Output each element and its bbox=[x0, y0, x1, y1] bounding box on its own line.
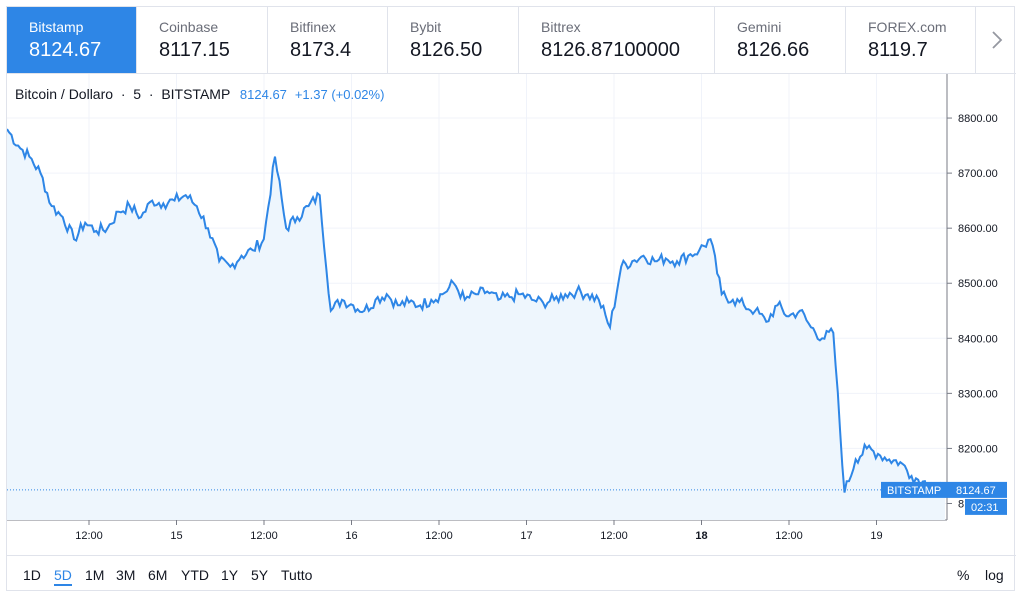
tab-bitfinex[interactable]: Bitfinex 8173.4 bbox=[268, 7, 388, 73]
y-tick-label: 8800.00 bbox=[958, 113, 998, 125]
series-area bbox=[7, 129, 945, 520]
y-tick-label: 8400.00 bbox=[958, 333, 998, 345]
range-ytd[interactable]: YTD bbox=[181, 567, 209, 583]
legend-last-price: 8124.67 bbox=[239, 87, 287, 102]
tab-price: 8126.87100000 bbox=[541, 39, 681, 61]
x-tick-label: 18 bbox=[695, 530, 707, 542]
series-line bbox=[7, 128, 946, 493]
range-5d[interactable]: 5D bbox=[54, 567, 72, 586]
x-tick-label: 12:00 bbox=[250, 530, 278, 542]
tab-price: 8124.67 bbox=[29, 39, 102, 61]
y-tick-label: 8700.00 bbox=[958, 168, 998, 180]
range-3m[interactable]: 3M bbox=[116, 567, 136, 583]
exchange-name: BITSTAMP bbox=[161, 86, 231, 102]
x-tick-label: 12:00 bbox=[425, 530, 453, 542]
tab-price: 8126.66 bbox=[737, 39, 810, 61]
legend-change: +1.37 (+0.02%) bbox=[294, 87, 385, 102]
bottom-toolbar: 1D 5D 1M 3M 6M YTD 1Y 5Y Tutto % log bbox=[7, 555, 1016, 592]
tab-name: Gemini bbox=[737, 19, 782, 35]
tab-name: Bitfinex bbox=[290, 19, 336, 35]
x-tick-label: 15 bbox=[170, 530, 182, 542]
tab-price: 8119.7 bbox=[868, 39, 928, 61]
tab-bybit[interactable]: Bybit 8126.50 bbox=[388, 7, 519, 73]
range-6m[interactable]: 6M bbox=[148, 567, 168, 583]
price-label-bg bbox=[881, 481, 1007, 498]
tab-name: Bitstamp bbox=[29, 19, 84, 35]
x-tick-label: 12:00 bbox=[600, 530, 628, 542]
range-5y[interactable]: 5Y bbox=[251, 567, 269, 583]
chart-legend: Bitcoin / Dollaro · 5 · BITSTAMP 8124.67… bbox=[15, 86, 385, 102]
tab-bitstamp[interactable]: Bitstamp 8124.67 bbox=[7, 7, 137, 73]
tab-coinbase[interactable]: Coinbase 8117.15 bbox=[137, 7, 268, 73]
x-tick-label: 17 bbox=[520, 530, 532, 542]
y-tick-label: 8300.00 bbox=[958, 388, 998, 400]
tab-forex[interactable]: FOREX.com 8119.7 bbox=[846, 7, 976, 73]
tab-price: 8173.4 bbox=[290, 39, 352, 61]
tab-name: Bybit bbox=[410, 19, 442, 35]
tab-name: FOREX.com bbox=[868, 19, 947, 35]
chevron-right-icon[interactable] bbox=[978, 7, 1016, 73]
price-label-price: 8124.67 bbox=[956, 485, 996, 497]
tab-name: Bittrex bbox=[541, 19, 581, 35]
tab-bittrex[interactable]: Bittrex 8126.87100000 bbox=[519, 7, 715, 73]
price-chart[interactable]: 8800.00 8700.00 8600.00 8500.00 8400.00 8300.… bbox=[7, 7, 1016, 592]
exchange-tabs: Bitstamp 8124.67 Coinbase 8117.15 Bitfin… bbox=[7, 7, 1016, 74]
y-tick-label: 8200.00 bbox=[958, 443, 998, 455]
x-tick-label: 19 bbox=[870, 530, 882, 542]
tab-name: Coinbase bbox=[159, 19, 219, 35]
range-1y[interactable]: 1Y bbox=[221, 567, 239, 583]
countdown-label: 02:31 bbox=[971, 502, 999, 514]
tab-price: 8126.50 bbox=[410, 39, 483, 61]
x-tick-label: 12:00 bbox=[775, 530, 803, 542]
range-1d[interactable]: 1D bbox=[23, 567, 41, 583]
x-tick-label: 12:00 bbox=[75, 530, 103, 542]
range-1m[interactable]: 1M bbox=[85, 567, 105, 583]
y-tick-label: 8500.00 bbox=[958, 278, 998, 290]
interval: 5 bbox=[133, 86, 142, 102]
symbol-name[interactable]: Bitcoin / Dollaro bbox=[15, 86, 114, 102]
countdown-bg bbox=[965, 498, 1007, 515]
price-label-exchange: BITSTAMP bbox=[887, 485, 941, 497]
tab-gemini[interactable]: Gemini 8126.66 bbox=[715, 7, 846, 73]
log-toggle[interactable]: log bbox=[985, 567, 1004, 583]
y-tick-label: 8600.00 bbox=[958, 223, 998, 235]
percent-toggle[interactable]: % bbox=[957, 567, 970, 583]
range-all[interactable]: Tutto bbox=[281, 567, 313, 583]
tab-price: 8117.15 bbox=[159, 39, 230, 61]
chart-widget: Bitstamp 8124.67 Coinbase 8117.15 Bitfin… bbox=[6, 6, 1016, 592]
x-tick-label: 16 bbox=[345, 530, 357, 542]
